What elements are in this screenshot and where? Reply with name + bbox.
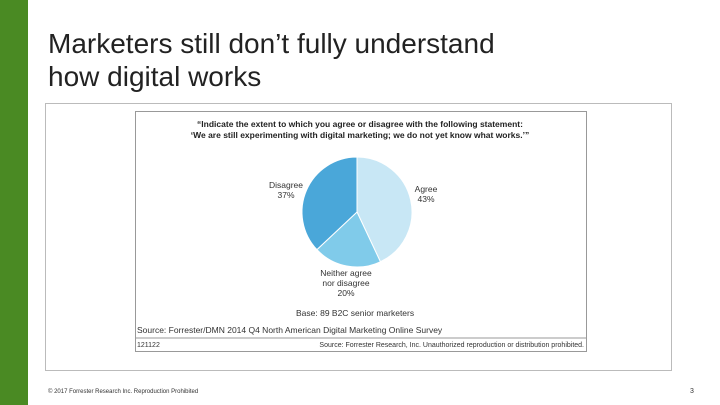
copyright-note: Source: Forrester Research, Inc. Unautho… bbox=[319, 342, 584, 349]
slice-label: Neither agree nor disagree 20% bbox=[316, 268, 376, 298]
value-label: 20% bbox=[337, 288, 355, 298]
chart-box bbox=[135, 111, 587, 352]
footer: © 2017 Forrester Research Inc. Reproduct… bbox=[48, 389, 199, 395]
page-number: 3 bbox=[690, 388, 694, 395]
chart-frame bbox=[45, 103, 672, 371]
pie-slice bbox=[356, 156, 413, 263]
slice-label: Agree 43% bbox=[396, 184, 456, 204]
slice-label: Disagree 37% bbox=[256, 180, 316, 200]
value-label: 43% bbox=[417, 194, 435, 204]
category-label: Agree bbox=[414, 184, 438, 194]
slide-title: how digital works bbox=[48, 61, 262, 92]
chart-id: 121122 bbox=[137, 342, 160, 349]
accent-bar bbox=[0, 0, 28, 405]
value-label: 37% bbox=[277, 190, 295, 200]
chart-title: ‘We are still experimenting with digital… bbox=[190, 130, 530, 140]
category-label: Neither agree nor disagree bbox=[320, 268, 372, 288]
slide-title: Marketers still don’t fully understand bbox=[48, 28, 495, 59]
category-label: Disagree bbox=[268, 180, 304, 190]
base-note: Base: 89 B2C senior marketers bbox=[296, 308, 415, 318]
chart-title: “Indicate the extent to which you agree … bbox=[197, 119, 523, 129]
pie-slice bbox=[301, 156, 358, 251]
source-note: Source: Forrester/DMN 2014 Q4 North Amer… bbox=[137, 325, 443, 335]
pie-slice bbox=[316, 211, 382, 268]
